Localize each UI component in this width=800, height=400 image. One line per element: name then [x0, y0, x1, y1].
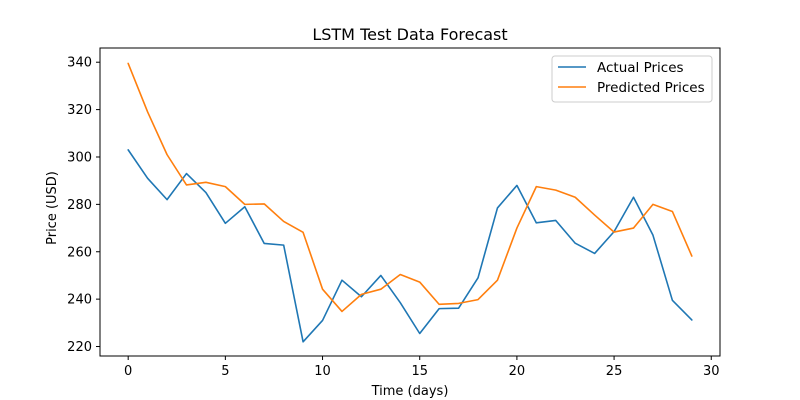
y-axis: 220 240 260 280 300 320 340 — [67, 56, 100, 355]
chart-title: LSTM Test Data Forecast — [312, 25, 507, 44]
legend-label: Predicted Prices — [597, 80, 705, 96]
x-tick-label: 30 — [703, 364, 720, 379]
x-tick-label: 15 — [411, 364, 428, 379]
x-tick-label: 20 — [509, 364, 526, 379]
legend-label: Actual Prices — [597, 60, 684, 76]
x-tick-label: 10 — [314, 364, 331, 379]
y-tick-label: 320 — [67, 103, 92, 118]
legend-box — [551, 55, 713, 103]
y-tick-label: 220 — [67, 340, 92, 355]
plot-area — [127, 62, 693, 343]
legend: Actual Prices Predicted Prices — [551, 55, 713, 103]
x-axis: 0 5 10 15 20 25 30 — [124, 356, 720, 379]
y-tick-label: 300 — [67, 150, 92, 165]
x-tick-label: 0 — [124, 364, 132, 379]
x-axis-label: Time (days) — [371, 384, 449, 399]
series-line-actual-prices — [127, 149, 693, 343]
y-tick-label: 340 — [67, 56, 92, 71]
series-line-predicted-prices — [127, 62, 693, 313]
axes-frame — [99, 47, 721, 357]
x-tick-label: 25 — [606, 364, 623, 379]
y-tick-label: 260 — [67, 245, 92, 260]
y-tick-label: 280 — [67, 198, 92, 213]
y-axis-label: Price (USD) — [45, 171, 60, 245]
y-tick-label: 240 — [67, 293, 92, 308]
x-tick-label: 5 — [221, 364, 229, 379]
